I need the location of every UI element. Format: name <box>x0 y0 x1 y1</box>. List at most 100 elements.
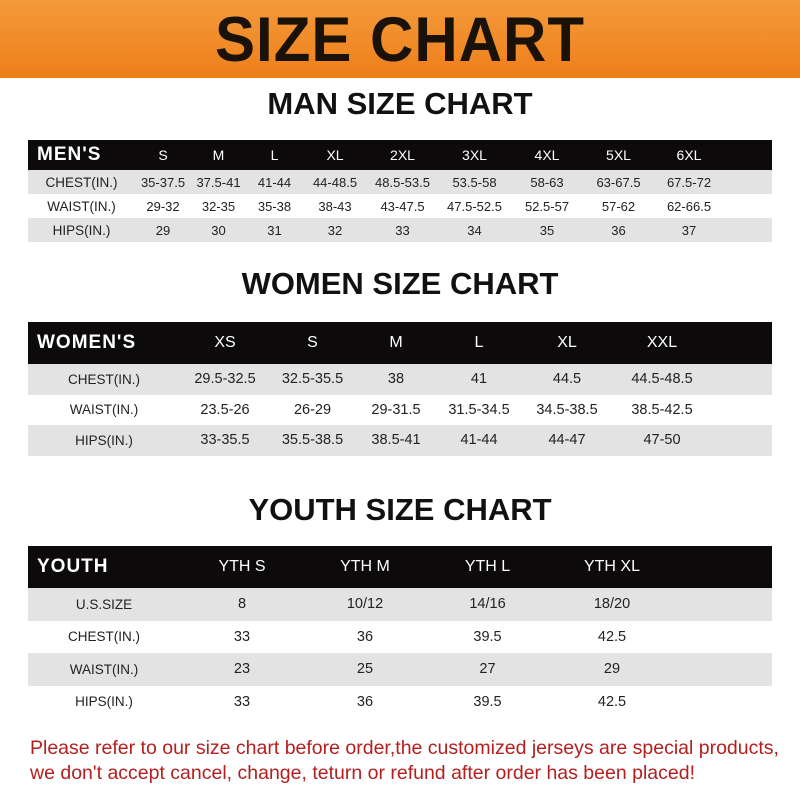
table-row: HIPS(IN.) 33 36 39.5 42.5 <box>28 685 772 718</box>
table-row: WAIST(IN.) 29-32 32-35 35-38 38-43 43-47.5 47.… <box>28 194 772 218</box>
policy-note-line: Please refer to our size chart before or… <box>30 737 779 759</box>
cell: 42.5 <box>597 693 627 710</box>
cell: 33 <box>233 693 251 710</box>
cell: 25 <box>356 661 374 678</box>
cell: 32.5-35.5 <box>281 371 344 388</box>
cell: 23 <box>233 661 251 678</box>
row-label: HIPS(IN.) <box>75 694 133 710</box>
cell: 34 <box>467 222 482 238</box>
cell: 63-67.5 <box>596 174 641 190</box>
cell: XS <box>214 334 236 351</box>
cell: XL <box>557 334 577 351</box>
table-row: HIPS(IN.) 33-35.5 35.5-38.5 38.5-41 41-44 44-… <box>28 425 772 456</box>
cell: 30 <box>211 222 226 238</box>
cell: YTH XL <box>583 558 640 575</box>
cell: M <box>389 334 403 351</box>
women-title: WOMEN SIZE CHART <box>241 266 559 301</box>
row-label: HIPS(IN.) <box>52 222 111 238</box>
cell: 31 <box>267 222 282 238</box>
cell: 29.5-32.5 <box>194 371 256 388</box>
cell: 31.5-34.5 <box>448 401 510 418</box>
cell: 14/16 <box>469 596 506 613</box>
cell: YTH L <box>464 558 511 575</box>
cell: 36 <box>356 693 374 710</box>
cell: 34.5-38.5 <box>536 401 598 418</box>
cell: 35-38 <box>257 198 292 214</box>
row-label: MEN'S <box>37 144 102 165</box>
cell: 36 <box>356 628 374 645</box>
row-label: CHEST(IN.) <box>68 371 140 387</box>
cell: 62-66.5 <box>666 198 712 214</box>
cell: 33 <box>233 628 251 645</box>
cell: 35.5-38.5 <box>281 432 344 449</box>
cell: 48.5-53.5 <box>375 174 430 190</box>
youth-title: YOUTH SIZE CHART <box>248 492 552 527</box>
table-row: WAIST(IN.) 23 25 27 29 <box>28 653 772 686</box>
cell: 33-35.5 <box>200 432 250 449</box>
cell: 26-29 <box>293 401 332 418</box>
table-row: CHEST(IN.) 35-37.5 37.5-41 41-44 44-48.5 48.5… <box>28 170 772 194</box>
cell: 47-50 <box>643 432 681 449</box>
policy-note: Please refer to our size chart before or… <box>30 736 780 786</box>
cell: 33 <box>395 222 410 238</box>
cell: 29 <box>155 222 171 238</box>
cell: 52.5-57 <box>524 198 570 214</box>
cell: 6XL <box>676 147 702 163</box>
cell: M <box>212 147 225 163</box>
cell: 41 <box>470 371 488 388</box>
table-row: U.S.SIZE 8 10/12 14/16 18/20 <box>28 588 772 621</box>
row-label: WAIST(IN.) <box>69 661 139 677</box>
cell: 42.5 <box>597 628 627 645</box>
cell: 38.5-41 <box>371 432 421 449</box>
cell: 67.5-72 <box>666 174 712 190</box>
cell: 38.5-42.5 <box>631 401 693 418</box>
cell: 3XL <box>462 147 487 163</box>
cell: 44.5-48.5 <box>631 371 693 388</box>
cell: 36 <box>611 222 626 238</box>
man-size-table: MEN'S S M L XL 2XL 3XL 4XL 5XL 6XL CHEST(IN.) 35-37… <box>28 140 772 242</box>
cell: 32 <box>327 222 343 238</box>
cell: 2XL <box>390 147 415 163</box>
cell: YTH M <box>340 558 390 575</box>
cell: 23.5-26 <box>200 401 250 418</box>
banner: SIZE CHART <box>0 0 800 78</box>
cell: L <box>474 334 484 351</box>
header-row: MEN'S S M L XL 2XL 3XL 4XL 5XL 6XL <box>28 140 772 170</box>
cell: XXL <box>646 334 678 351</box>
cell: 29-32 <box>146 198 180 214</box>
cell: 57-62 <box>601 198 636 214</box>
cell: L <box>270 147 279 163</box>
cell: 53.5-58 <box>452 174 497 190</box>
cell: 5XL <box>606 147 631 163</box>
cell: 8 <box>237 596 247 613</box>
header-row: WOMEN'S XS S M L XL XXL <box>28 322 772 364</box>
row-label: CHEST(IN.) <box>68 629 140 645</box>
row-label: WAIST(IN.) <box>69 402 139 418</box>
cell: 58-63 <box>530 174 564 190</box>
cell: 39.5 <box>473 693 502 710</box>
cell: 10/12 <box>346 596 384 613</box>
youth-size-table: YOUTH YTH S YTH M YTH L YTH XL U.S.SIZE 8 10/12… <box>28 546 772 718</box>
header-row: YOUTH YTH S YTH M YTH L YTH XL <box>28 546 772 588</box>
table-row: WAIST(IN.) 23.5-26 26-29 29-31.5 31.5-34.5 34… <box>28 394 772 425</box>
cell: 29 <box>603 661 621 678</box>
women-size-table: WOMEN'S XS S M L XL XXL CHEST(IN.) 29.5-32.5 32.5… <box>28 322 772 456</box>
cell: 44-48.5 <box>312 174 358 190</box>
cell: 39.5 <box>473 628 502 645</box>
cell: S <box>158 147 168 163</box>
cell: 29-31.5 <box>371 401 421 418</box>
cell: 43-47.5 <box>380 198 425 214</box>
row-label: WOMEN'S <box>37 332 137 353</box>
banner-title: SIZE CHART <box>215 3 585 75</box>
cell: 37 <box>681 222 697 238</box>
cell: 27 <box>479 661 496 678</box>
cell: 4XL <box>534 147 560 163</box>
policy-note-line: we don't accept cancel, change, teturn o… <box>30 762 695 784</box>
cell: 38 <box>387 371 405 388</box>
row-label: CHEST(IN.) <box>45 174 118 190</box>
cell: 35-37.5 <box>140 174 186 190</box>
cell: 47.5-52.5 <box>447 198 502 214</box>
row-label: HIPS(IN.) <box>75 432 133 448</box>
cell: 44-47 <box>548 432 586 449</box>
cell: 35 <box>539 222 555 238</box>
